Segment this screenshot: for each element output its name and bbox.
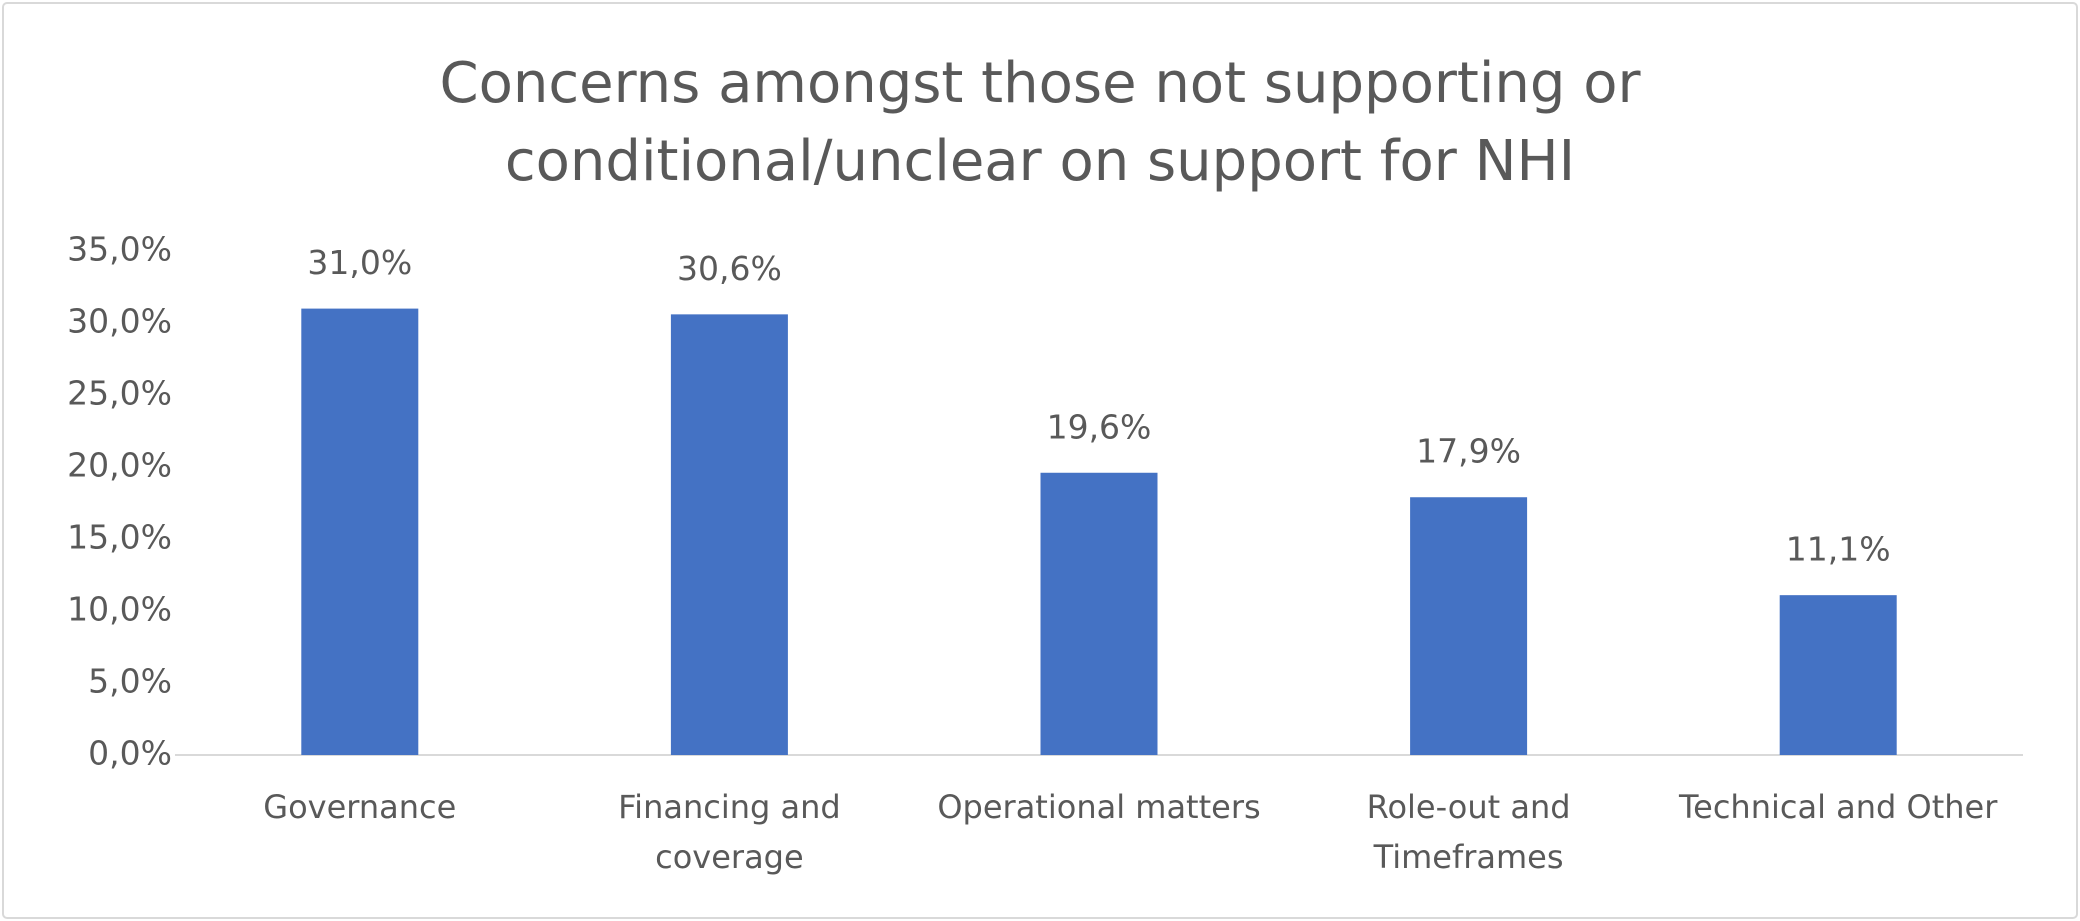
x-tick-label: Operational matters	[937, 788, 1261, 826]
data-label: 17,9%	[1416, 432, 1521, 471]
bar	[1410, 497, 1528, 755]
y-tick-label: 25,0%	[67, 374, 172, 413]
bar	[670, 314, 788, 755]
bar	[1779, 595, 1897, 755]
y-tick-label: 0,0%	[88, 734, 172, 773]
y-tick-label: 15,0%	[67, 518, 172, 557]
data-label: 31,0%	[307, 243, 412, 282]
x-tick-label: Role-out and Timeframes	[1366, 788, 1571, 876]
y-tick-label: 30,0%	[67, 302, 172, 341]
y-tick-label: 5,0%	[88, 662, 172, 701]
bar	[1040, 472, 1158, 755]
data-label: 30,6%	[677, 249, 782, 288]
data-label: 11,1%	[1786, 530, 1891, 569]
x-tick-label: Technical and Other	[1679, 788, 1998, 826]
x-tick-label: Financing and coverage	[618, 788, 841, 876]
y-tick-label: 20,0%	[67, 446, 172, 485]
data-label: 19,6%	[1047, 407, 1152, 446]
chart-title: Concerns amongst those not supporting or…	[439, 51, 1641, 194]
bar	[301, 308, 419, 755]
x-tick-label: Governance	[263, 788, 457, 826]
y-tick-label: 35,0%	[67, 230, 172, 269]
y-tick-label: 10,0%	[67, 590, 172, 629]
